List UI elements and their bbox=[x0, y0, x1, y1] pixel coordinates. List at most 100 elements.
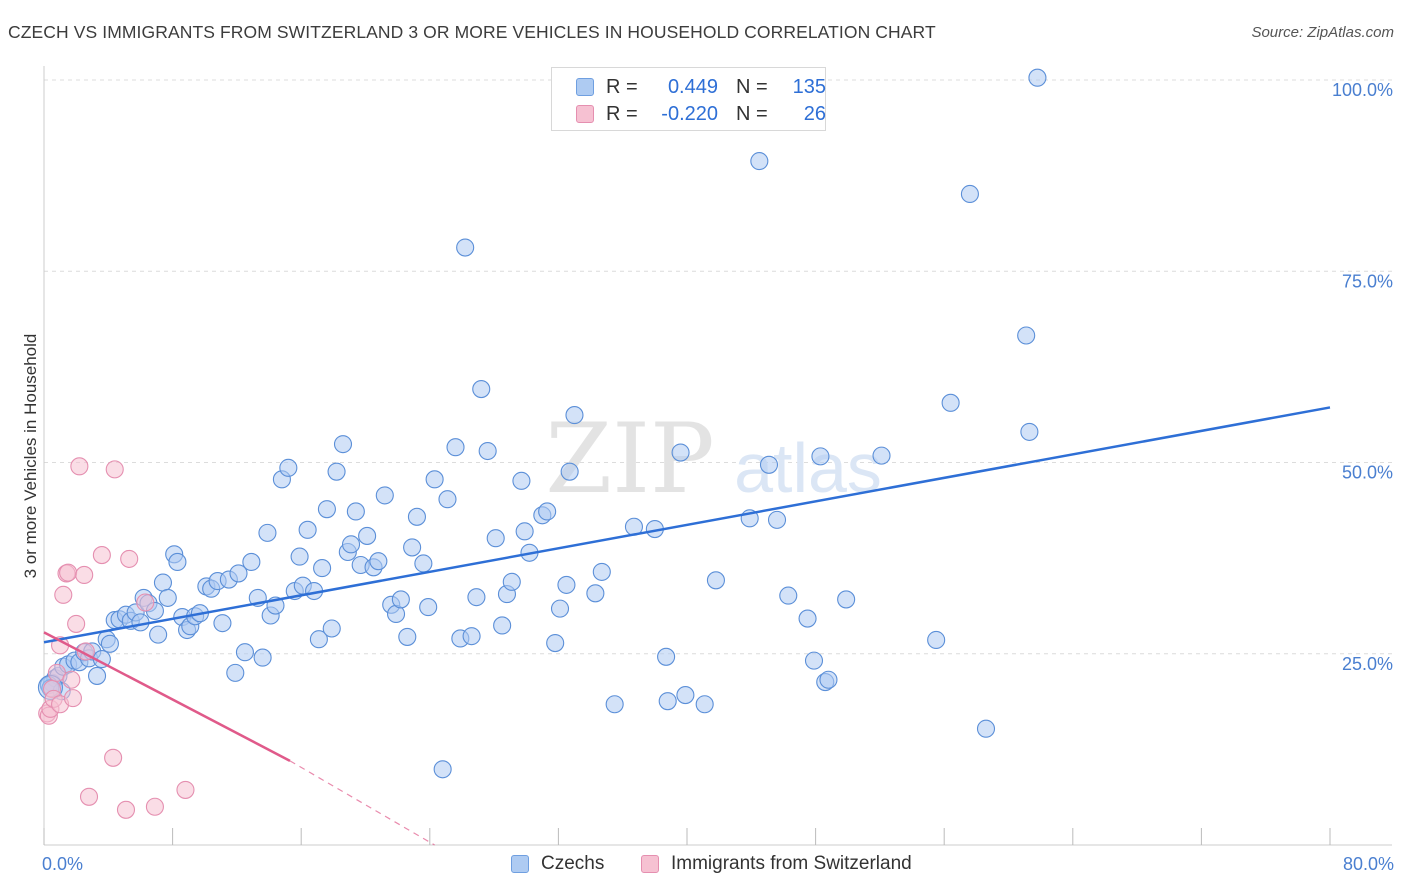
legend-item-czechs[interactable]: Czechs bbox=[511, 852, 604, 876]
r-value: 0.449 bbox=[667, 75, 718, 98]
x-tick-label: 0.0% bbox=[42, 854, 83, 874]
swiss-legend-swatch bbox=[641, 855, 659, 873]
czech-point bbox=[759, 455, 779, 474]
czech-point bbox=[322, 619, 341, 638]
series-czechs bbox=[37, 68, 1047, 779]
czech-point bbox=[333, 435, 353, 454]
czech-point bbox=[779, 586, 798, 605]
czech-point bbox=[467, 588, 486, 607]
czech-point bbox=[515, 522, 534, 541]
czech-point bbox=[592, 562, 611, 581]
swiss-point bbox=[136, 593, 155, 612]
swiss-point bbox=[116, 800, 136, 819]
swiss-point bbox=[104, 748, 123, 767]
czech-point bbox=[153, 573, 173, 592]
swiss-swatch bbox=[576, 105, 594, 123]
czech-point bbox=[657, 647, 676, 666]
n-label: N = bbox=[736, 102, 768, 125]
swiss-trend-extension bbox=[289, 760, 435, 846]
czech-point bbox=[279, 458, 298, 477]
swiss-point bbox=[145, 797, 164, 816]
series-swiss bbox=[38, 457, 195, 819]
czech-point bbox=[804, 651, 824, 670]
czech-point bbox=[560, 462, 579, 481]
czech-point bbox=[158, 588, 177, 607]
czech-point bbox=[433, 760, 452, 779]
czech-point bbox=[478, 441, 497, 461]
y-tick-label: 25.0% bbox=[1342, 654, 1393, 674]
czech-point bbox=[1017, 326, 1036, 345]
czech-point bbox=[706, 571, 725, 590]
czech-point bbox=[671, 443, 690, 462]
czech-point bbox=[446, 438, 465, 457]
czech-point bbox=[1028, 68, 1047, 87]
swiss-point bbox=[176, 780, 195, 799]
czech-point bbox=[927, 630, 946, 650]
n-label: N = bbox=[736, 75, 768, 98]
r-value: -0.220 bbox=[661, 102, 718, 125]
czech-point bbox=[767, 510, 787, 529]
x-tick-label: 80.0% bbox=[1343, 854, 1394, 874]
czech-point bbox=[941, 393, 960, 412]
swiss-point bbox=[47, 663, 66, 682]
czech-point bbox=[358, 526, 377, 545]
legend-row-swiss: R = -0.220 N = 26 bbox=[576, 102, 826, 126]
czech-point bbox=[346, 502, 365, 521]
czech-point bbox=[229, 564, 248, 583]
axes bbox=[43, 66, 1392, 846]
czech-point bbox=[872, 446, 891, 465]
czech-point bbox=[1020, 422, 1039, 441]
czech-point bbox=[472, 380, 491, 399]
czech-point bbox=[235, 643, 254, 662]
swiss-trend-line bbox=[43, 631, 291, 762]
stats-legend: R = 0.449 N = 135 R = -0.220 N = 26 bbox=[551, 67, 826, 131]
czech-point bbox=[798, 609, 817, 628]
swiss-point bbox=[105, 460, 124, 479]
r-label: R = bbox=[606, 75, 638, 98]
czech-point bbox=[586, 584, 605, 603]
y-tick-label: 100.0% bbox=[1332, 80, 1393, 100]
czech-point bbox=[87, 666, 107, 685]
czech-point bbox=[819, 670, 838, 689]
czech-point bbox=[502, 572, 521, 591]
czech-point bbox=[253, 648, 272, 667]
czech-point bbox=[658, 692, 677, 711]
czech-point bbox=[341, 535, 361, 554]
r-label: R = bbox=[606, 102, 638, 125]
czechs-swatch bbox=[576, 78, 594, 96]
czech-point bbox=[414, 554, 433, 573]
czech-point bbox=[369, 552, 388, 571]
czech-point bbox=[168, 552, 187, 572]
chart-title: CZECH VS IMMIGRANTS FROM SWITZERLAND 3 O… bbox=[8, 22, 936, 42]
czech-point bbox=[565, 406, 584, 425]
swiss-point bbox=[79, 787, 99, 806]
swiss-point bbox=[54, 585, 73, 604]
watermark-atlas: atlas bbox=[734, 429, 882, 507]
swiss-point bbox=[67, 614, 86, 633]
czech-point bbox=[258, 523, 277, 542]
legend-item-swiss[interactable]: Immigrants from Switzerland bbox=[641, 852, 912, 876]
czechs-legend-swatch bbox=[511, 855, 529, 873]
legend-row-czechs: R = 0.449 N = 135 bbox=[576, 75, 826, 99]
czech-point bbox=[419, 598, 438, 617]
czech-point bbox=[317, 500, 336, 519]
czech-point bbox=[425, 470, 444, 489]
czech-point bbox=[403, 538, 422, 557]
swiss-point bbox=[63, 689, 82, 708]
czech-point bbox=[290, 547, 309, 566]
swiss-point bbox=[59, 563, 78, 582]
czech-point bbox=[493, 616, 512, 635]
czech-point bbox=[398, 627, 417, 646]
czech-point bbox=[242, 552, 261, 572]
czech-point bbox=[298, 520, 317, 539]
y-axis-label: 3 or more Vehicles in Household bbox=[21, 334, 40, 579]
swiss-point bbox=[120, 549, 139, 568]
czech-point bbox=[149, 625, 168, 644]
trend-lines bbox=[43, 406, 1331, 846]
swiss-legend-label: Immigrants from Switzerland bbox=[671, 853, 912, 874]
czech-point bbox=[375, 486, 394, 505]
czech-point bbox=[213, 614, 232, 633]
swiss-point bbox=[75, 565, 94, 585]
y-tick-label: 75.0% bbox=[1342, 271, 1393, 291]
